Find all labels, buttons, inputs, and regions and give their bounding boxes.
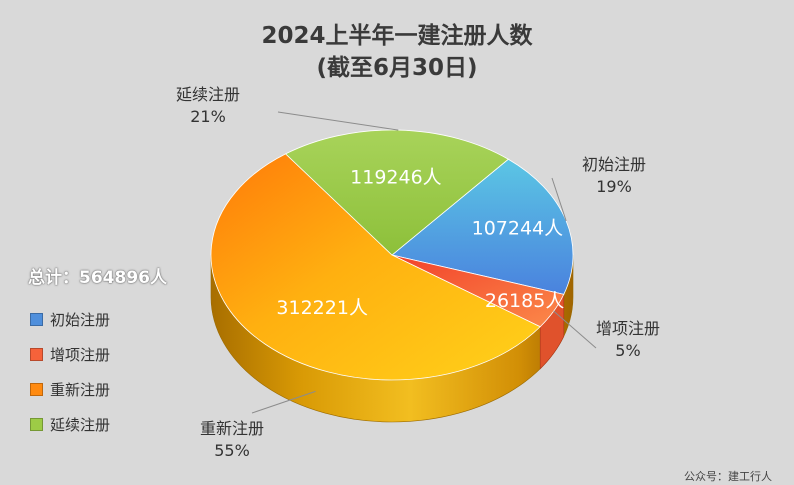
slice-percent-label: 5% [615,341,640,360]
legend-swatch [30,418,43,431]
leader-line [251,390,316,414]
legend-item: 延续注册 [30,407,110,442]
slice-name-label: 初始注册 [582,155,646,174]
legend-item: 初始注册 [30,302,110,337]
leader-line [551,177,567,222]
slice-value-label: 119246人 [350,167,442,189]
total-label: 总计：564896人 [28,268,167,288]
leader-line [553,310,597,349]
legend-item: 重新注册 [30,372,110,407]
leader-lines [251,111,597,414]
slice-percent-label: 55% [214,441,250,460]
legend-swatch [30,348,43,361]
legend: 初始注册 增项注册 重新注册 延续注册 [30,302,110,442]
slice-value-label: 107244人 [472,217,564,239]
legend-label: 重新注册 [50,381,111,399]
legend-swatch [30,313,43,326]
legend-item: 增项注册 [30,337,110,372]
pie-top [210,129,574,381]
legend-label: 初始注册 [50,311,111,329]
pie-slice [284,129,510,256]
slice-percent-label: 19% [596,177,632,196]
chart-subtitle: (截至6月30日) [316,55,478,81]
legend-swatch [30,383,43,396]
legend-label: 延续注册 [50,416,111,434]
watermark: 公众号：建工行人 [684,470,772,483]
legend-label: 增项注册 [50,346,111,364]
slice-value-label: 312221人 [276,297,368,319]
slice-percent-label: 21% [190,107,226,126]
chart-title: 2024上半年一建注册人数 [261,23,533,49]
pie-labels: 107244人 26185人 312221人 119246人 初始注册 19% 增项注册 5%… [176,85,660,460]
leader-line [277,111,399,131]
slice-name-label: 增项注册 [596,319,660,338]
slice-value-label: 26185人 [485,290,564,312]
pie-slice [210,153,541,381]
slice-name-label: 延续注册 [176,85,240,104]
slice-name-label: 重新注册 [200,419,264,438]
